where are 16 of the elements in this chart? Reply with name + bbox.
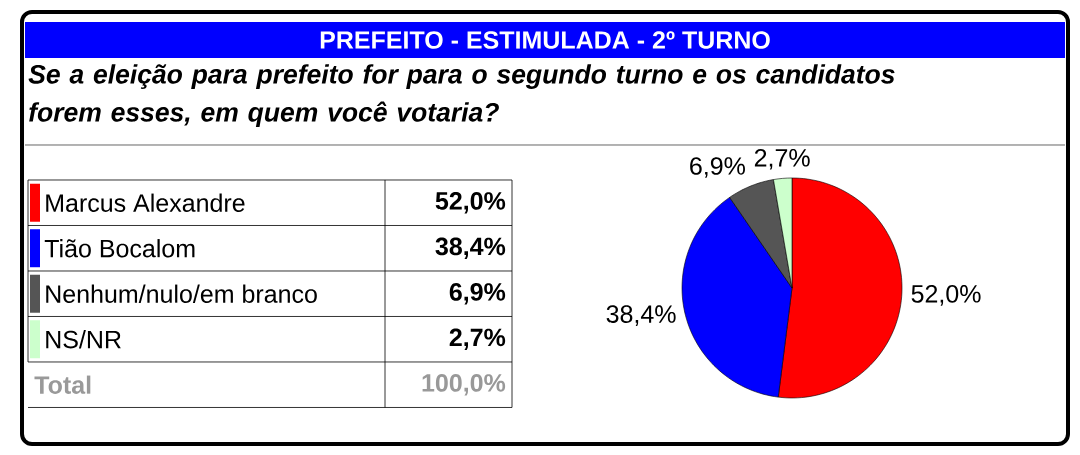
data-label: 52,0% bbox=[911, 284, 981, 306]
text: 52,0% bbox=[435, 192, 506, 214]
legend-label: Marcus Alexandre bbox=[46, 193, 245, 212]
text: 38,4% bbox=[435, 237, 506, 259]
text: 6,9% bbox=[449, 283, 506, 305]
data-label: 6,9% bbox=[690, 157, 745, 178]
legend-label: NS/NR bbox=[46, 330, 121, 349]
legend-label: Nenhum/nulo/em branco bbox=[46, 284, 317, 303]
text: 100,0% bbox=[422, 374, 506, 396]
data-label: 2,7% bbox=[754, 148, 810, 170]
chart-subtitle: Se a eleição para prefeito for para o segundo turno e os candidatos forem esses, em quem você votaria? bbox=[28, 64, 895, 127]
text: 2,7% bbox=[449, 328, 506, 350]
chart-title: PREFEITO - ESTIMULADA - 2º TURNO bbox=[320, 31, 770, 49]
text: Total bbox=[34, 375, 91, 394]
legend-label: Tião Bocalom bbox=[44, 239, 195, 258]
data-label: 38,4% bbox=[606, 305, 676, 326]
